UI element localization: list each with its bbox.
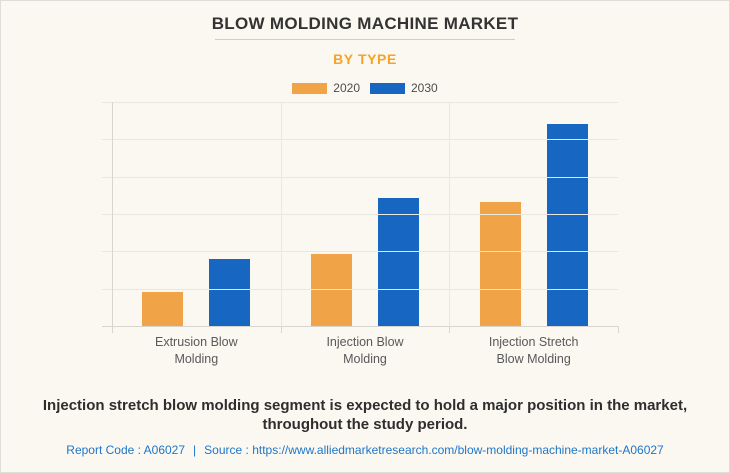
legend-label: 2020 bbox=[333, 81, 360, 95]
category-axis-labels: Extrusion Blow Molding Injection Blow Moldi… bbox=[112, 334, 618, 368]
category-separator bbox=[280, 102, 282, 326]
chart-title: BLOW MOLDING MACHINE MARKET bbox=[211, 14, 519, 33]
category-label: Injection Blow Molding bbox=[281, 334, 450, 368]
category-label: Injection Stretch Blow Molding bbox=[449, 334, 618, 368]
legend-swatch-2020 bbox=[292, 82, 328, 94]
insight-line-1: Injection stretch blow molding segment i… bbox=[42, 397, 688, 414]
bars-layer bbox=[112, 102, 618, 326]
category-label: Extrusion Blow Molding bbox=[112, 334, 281, 368]
gridline bbox=[102, 139, 618, 141]
footer-separator: | bbox=[193, 443, 197, 457]
gridline bbox=[102, 102, 618, 103]
bar-2020 bbox=[142, 291, 184, 326]
gridline bbox=[102, 251, 618, 253]
legend-item-2030: 2030 bbox=[370, 81, 438, 95]
x-axis-tick bbox=[280, 326, 282, 333]
category-label-line: Blow Molding bbox=[496, 352, 571, 366]
title-divider bbox=[215, 39, 515, 40]
category-label-line: Molding bbox=[343, 352, 387, 366]
legend-label: 2030 bbox=[411, 81, 438, 95]
y-axis-line bbox=[112, 102, 113, 326]
category-label-line: Extrusion Blow bbox=[154, 335, 238, 349]
plot-area bbox=[102, 102, 619, 333]
category-group bbox=[281, 102, 450, 326]
report-footer: Report Code : A06027 | Source : https://ww… bbox=[1, 443, 729, 457]
bar-2030 bbox=[209, 258, 251, 326]
bar-2030 bbox=[378, 197, 419, 326]
x-axis-tick bbox=[618, 326, 619, 333]
gridline bbox=[102, 176, 618, 178]
category-group bbox=[449, 102, 618, 326]
x-axis-tick bbox=[449, 326, 451, 333]
bar-2020 bbox=[479, 201, 521, 326]
category-separator bbox=[449, 102, 451, 326]
category-label-line: Injection Stretch bbox=[488, 335, 579, 349]
gridline bbox=[102, 288, 618, 290]
legend-swatch-2030 bbox=[370, 82, 405, 94]
chart-legend: 2020 2030 bbox=[1, 81, 729, 95]
chart-subtitle: BY TYPE bbox=[333, 51, 397, 67]
legend-item-2020: 2020 bbox=[292, 81, 360, 95]
bar-2030 bbox=[546, 123, 588, 326]
category-label-line: Injection Blow bbox=[326, 335, 404, 349]
insight-text: Injection stretch blow molding segment i… bbox=[1, 396, 729, 434]
source-label: Source : bbox=[204, 443, 249, 457]
x-axis-tick bbox=[112, 326, 113, 333]
bar-2020 bbox=[311, 253, 352, 326]
report-code: Report Code : A06027 bbox=[66, 443, 186, 457]
insight-line-2: throughout the study period. bbox=[262, 416, 468, 433]
x-axis-line bbox=[102, 326, 618, 327]
source-url-link[interactable]: https://www.alliedmarketresearch.com/blo… bbox=[252, 443, 664, 457]
category-label-line: Molding bbox=[174, 352, 219, 366]
category-group bbox=[112, 102, 281, 326]
gridline bbox=[102, 214, 618, 215]
